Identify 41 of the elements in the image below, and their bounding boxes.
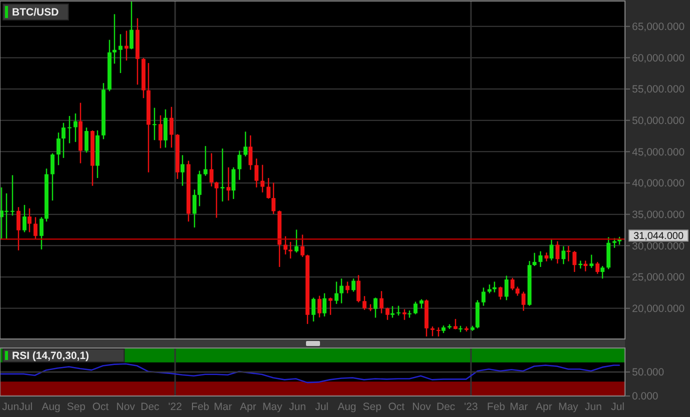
y-tick-label: 50,000.000 bbox=[632, 115, 685, 128]
x-tick-label: May bbox=[558, 401, 579, 413]
x-tick-label: Jun bbox=[289, 401, 306, 413]
x-tick-label: Nov bbox=[412, 401, 432, 413]
x-tick-label: Mar bbox=[214, 401, 232, 413]
x-tick-label: Apr bbox=[240, 401, 257, 413]
y-tick-label: 50.000 bbox=[632, 366, 664, 379]
x-tick-label: Oct bbox=[388, 401, 405, 413]
x-tick-label: '22 bbox=[168, 401, 182, 413]
y-tick-label: 60,000.000 bbox=[632, 52, 685, 64]
x-tick-label: Feb bbox=[191, 401, 210, 413]
x-tick-label: Dec bbox=[436, 401, 456, 413]
y-tick-label: 65,000.000 bbox=[632, 21, 685, 34]
ref-line-label: 31,044.000 bbox=[633, 231, 684, 242]
x-tick-label: Oct bbox=[92, 401, 109, 413]
y-tick-label: 25,000.000 bbox=[632, 272, 685, 284]
x-tick-label: Mar bbox=[510, 401, 528, 413]
y-tick-label: 20,000.000 bbox=[632, 302, 685, 315]
y-tick-label: 55,000.000 bbox=[632, 84, 685, 96]
y-tick-label: 35,000.000 bbox=[632, 209, 685, 221]
x-tick-label: Jul bbox=[19, 401, 33, 413]
x-tick-label: Aug bbox=[42, 401, 61, 413]
x-tick-label: Nov bbox=[116, 401, 136, 413]
y-tick-label: 40,000.000 bbox=[632, 178, 685, 190]
text: BTC/USD bbox=[12, 6, 60, 19]
y-tick-label: 30,000.000 bbox=[632, 240, 685, 252]
x-tick-label: Sep bbox=[362, 401, 382, 413]
x-tick-label: Jun bbox=[584, 401, 602, 413]
x-tick-label: Jul bbox=[610, 401, 624, 413]
y-tick-label: 45,000.000 bbox=[632, 146, 685, 158]
chart-title: RSI (14,70,30,1) bbox=[12, 350, 90, 362]
x-tick-label: Dec bbox=[140, 401, 160, 413]
x-tick-label: Apr bbox=[536, 401, 553, 413]
x-tick-label: Jul bbox=[315, 401, 329, 413]
x-tick-label: May bbox=[262, 401, 284, 413]
y-tick-label: 0.000 bbox=[632, 390, 658, 403]
x-tick-label: '23 bbox=[464, 401, 478, 413]
x-tick-label: Feb bbox=[487, 401, 506, 413]
x-tick-label: Jun bbox=[2, 401, 20, 413]
x-tick-label: Aug bbox=[338, 401, 356, 413]
x-tick-label: Sep bbox=[66, 401, 86, 413]
